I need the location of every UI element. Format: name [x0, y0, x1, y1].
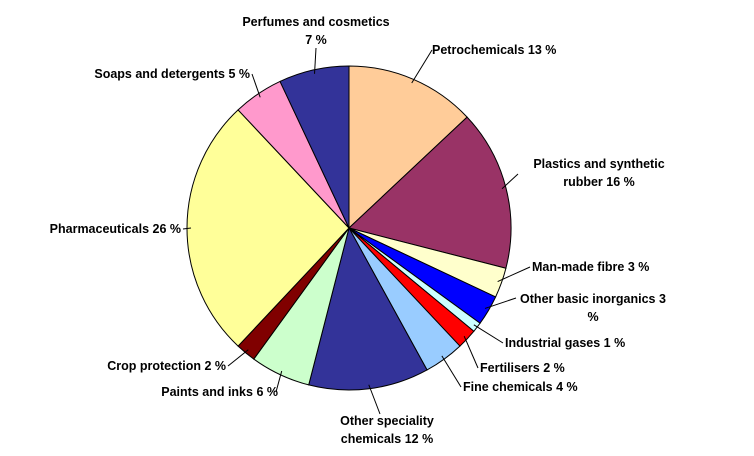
- slice-label: Petrochemicals 13 %: [432, 41, 556, 59]
- value-label: 5 %: [228, 67, 250, 81]
- leader-line: [484, 297, 517, 309]
- slice-label: Other speciality chemicals 12 %: [331, 412, 443, 448]
- value-label: 16 %: [606, 175, 635, 189]
- leader-line: [473, 324, 504, 344]
- category-name: Petrochemicals: [432, 43, 525, 57]
- leader-line: [463, 335, 479, 369]
- value-label: 3 %: [627, 260, 650, 274]
- leader-line: [227, 349, 249, 367]
- slice-label: Soaps and detergents 5 %: [94, 65, 250, 83]
- leader-line: [411, 49, 433, 84]
- leader-line: [368, 384, 381, 415]
- value-label: 12 %: [404, 432, 434, 446]
- slice-label: Fine chemicals 4 %: [463, 378, 578, 396]
- category-name: Paints and inks: [161, 385, 253, 399]
- leader-line: [251, 73, 261, 98]
- pie-slice: [308, 226, 428, 391]
- leader-line: [314, 47, 317, 74]
- slice-label: Pharmaceuticals 26 %: [50, 220, 181, 238]
- category-name: Man-made fibre: [532, 260, 625, 274]
- pie-slice: [347, 116, 512, 269]
- category-name: Fine chemicals: [463, 380, 553, 394]
- slice-label: Industrial gases 1 %: [505, 334, 625, 352]
- value-label: 2 %: [543, 361, 565, 375]
- leader-line: [497, 266, 531, 282]
- value-label: 2 %: [204, 359, 226, 373]
- slice-label: Fertilisers 2 %: [480, 359, 565, 377]
- slice-label: Crop protection 2 %: [107, 357, 226, 375]
- value-label: 26 %: [152, 222, 182, 236]
- slice-label: Plastics and synthetic rubber 16 %: [524, 155, 674, 191]
- slice-label: Other basic inorganics 3 %: [513, 290, 673, 326]
- value-label: 6 %: [256, 385, 278, 399]
- value-label: 13 %: [527, 43, 557, 57]
- slice-label: Man-made fibre 3 %: [532, 258, 649, 276]
- value-label: 7 %: [305, 33, 327, 47]
- pie-slice: [279, 65, 350, 229]
- category-name: Other speciality chemicals: [340, 414, 434, 446]
- leader-line: [501, 173, 519, 190]
- category-name: Industrial gases: [505, 336, 601, 350]
- category-name: Other basic inorganics: [520, 292, 656, 306]
- leader-line: [441, 355, 462, 388]
- category-name: Fertilisers: [480, 361, 540, 375]
- leader-line: [275, 370, 283, 393]
- category-name: Soaps and detergents: [94, 67, 225, 81]
- category-name: Pharmaceuticals: [49, 222, 150, 236]
- value-label: 4 %: [556, 380, 578, 394]
- value-label: 3 %: [587, 292, 666, 324]
- category-name: Plastics and synthetic rubber: [533, 157, 665, 189]
- value-label: 1 %: [603, 336, 626, 350]
- category-name: Crop protection: [107, 359, 201, 373]
- slice-label: Paints and inks 6 %: [161, 383, 278, 401]
- slice-label: Perfumes and cosmetics 7 %: [241, 13, 391, 49]
- leader-line: [182, 227, 192, 230]
- category-name: Perfumes and cosmetics: [242, 15, 390, 29]
- pie-slice: [348, 65, 468, 230]
